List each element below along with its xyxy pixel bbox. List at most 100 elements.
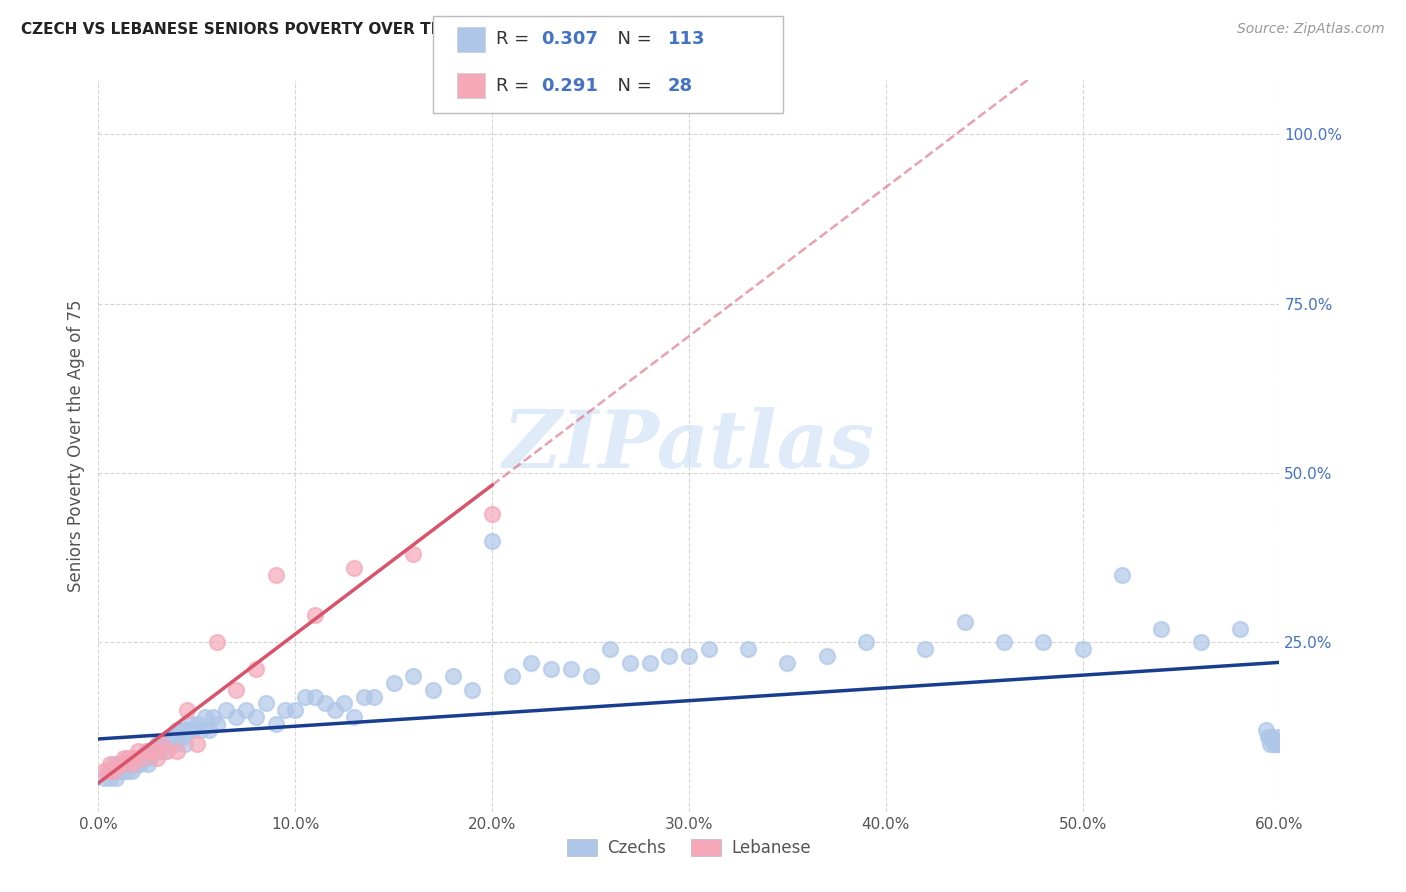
Point [117,750,139,764]
Point [135,744,157,758]
Point [501,669,523,683]
Point [170,723,193,738]
Text: 0.291: 0.291 [541,77,598,95]
Point [155,744,177,758]
Point [619,656,641,670]
Point [112,757,135,772]
Point [205,716,228,731]
Point [343,561,366,575]
Point [402,547,425,561]
Point [1268,737,1291,751]
Point [461,682,484,697]
Point [172,730,194,744]
Point [343,710,366,724]
Point [177,723,200,738]
Point [481,533,503,548]
Point [274,703,297,717]
Point [254,697,277,711]
Point [125,757,148,772]
Text: 28: 28 [668,77,693,95]
Point [93,764,115,778]
Point [111,764,134,778]
Point [108,757,131,772]
Point [264,716,287,731]
Point [127,744,149,758]
Point [953,615,976,629]
Point [118,757,141,772]
Point [441,669,464,683]
Point [160,730,183,744]
Point [658,648,681,663]
Point [128,757,150,772]
Point [93,771,115,785]
Point [1258,730,1281,744]
Point [146,750,169,764]
Point [1189,635,1212,649]
Point [197,723,219,738]
Point [101,764,124,778]
Point [167,730,190,744]
Point [136,744,159,758]
Point [914,642,936,657]
Point [382,676,405,690]
Point [1254,723,1277,738]
Point [815,648,838,663]
Point [333,697,356,711]
Point [131,750,153,764]
Point [136,757,159,772]
Point [112,764,135,778]
Point [176,723,198,738]
Point [157,737,180,751]
Point [697,642,720,657]
Point [162,730,184,744]
Point [105,771,128,785]
Point [284,703,307,717]
Point [481,507,503,521]
Point [112,750,135,764]
Point [122,750,145,764]
Point [98,757,121,772]
Point [166,744,188,758]
Point [122,757,145,772]
Point [97,764,120,778]
Point [103,764,125,778]
Point [1263,737,1285,751]
Point [107,764,129,778]
Point [215,703,238,717]
Point [117,750,139,764]
Point [560,663,582,677]
Point [150,737,173,751]
Text: N =: N = [606,30,658,48]
Point [245,663,267,677]
Point [323,703,346,717]
Point [115,757,138,772]
Point [520,656,543,670]
Point [599,642,621,657]
Point [264,567,287,582]
Point [186,716,208,731]
Text: 0.307: 0.307 [541,30,598,48]
Point [993,635,1015,649]
Point [107,757,129,772]
Point [225,682,247,697]
Point [1150,622,1173,636]
Point [1260,730,1282,744]
Point [136,744,159,758]
Point [132,750,155,764]
Point [152,737,174,751]
Point [1071,642,1094,657]
Point [353,690,375,704]
Legend: Czechs, Lebanese: Czechs, Lebanese [558,830,820,865]
Point [97,764,120,778]
Text: Source: ZipAtlas.com: Source: ZipAtlas.com [1237,22,1385,37]
Point [156,744,179,758]
Point [131,750,153,764]
Point [165,737,187,751]
Point [304,690,326,704]
Text: R =: R = [496,30,536,48]
Point [235,703,257,717]
Point [1268,737,1291,751]
Text: ZIPatlas: ZIPatlas [503,408,875,484]
Text: R =: R = [496,77,536,95]
Point [205,635,228,649]
